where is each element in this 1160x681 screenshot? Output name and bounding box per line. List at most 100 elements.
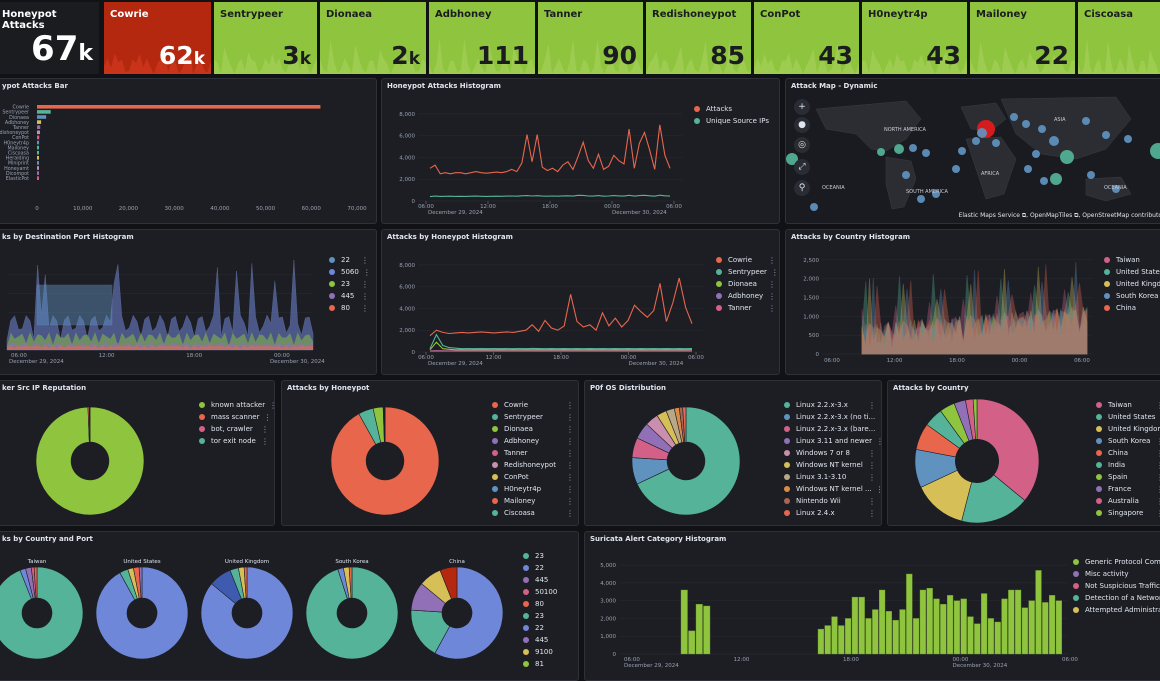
legend-menu-icon[interactable]: ⋮: [357, 292, 369, 301]
legend-menu-icon[interactable]: ⋮: [259, 413, 271, 422]
legend-item[interactable]: Detection of a Network ...: [1073, 592, 1160, 604]
legend-menu-icon[interactable]: ⋮: [872, 485, 882, 494]
legend-menu-icon[interactable]: ⋮: [562, 401, 574, 410]
legend-menu-icon[interactable]: ⋮: [864, 473, 876, 482]
legend-menu-icon[interactable]: ⋮: [562, 425, 574, 434]
map-attribution[interactable]: Elastic Maps Service ⧉, OpenMapTiles ⧉, …: [959, 212, 1160, 220]
legend-item[interactable]: Windows NT kernel⋮: [784, 459, 876, 471]
legend-item[interactable]: Cowrie⋮: [716, 254, 776, 266]
legend-menu-icon[interactable]: ⋮: [872, 437, 882, 446]
legend-item[interactable]: mass scanner⋮: [199, 411, 269, 423]
legend-item[interactable]: 81: [523, 658, 573, 670]
fit-bounds-button[interactable]: ⤢: [794, 159, 810, 175]
attack-map[interactable]: [786, 79, 1160, 224]
legend-item[interactable]: Redishoneypot⋮: [492, 459, 574, 471]
legend-item[interactable]: H0neytr4p⋮: [492, 483, 574, 495]
legend-item[interactable]: 50100: [523, 586, 573, 598]
zoom-in-button[interactable]: +: [794, 99, 810, 115]
legend-menu-icon[interactable]: ⋮: [864, 461, 876, 470]
legend-menu-icon[interactable]: ⋮: [1152, 485, 1160, 494]
legend-item[interactable]: 5060⋮: [329, 266, 369, 278]
legend-menu-icon[interactable]: ⋮: [257, 425, 269, 434]
tile-ciscoasa[interactable]: Ciscoasa: [1078, 2, 1160, 74]
legend-item[interactable]: Dionaea⋮: [492, 423, 574, 435]
legend-menu-icon[interactable]: ⋮: [1152, 497, 1160, 506]
legend-menu-icon[interactable]: ⋮: [357, 256, 369, 265]
legend-item[interactable]: Linux 2.2.x-3.x (bare...⋮: [784, 423, 876, 435]
legend-item[interactable]: ConPot⋮: [492, 471, 574, 483]
legend-menu-icon[interactable]: ⋮: [875, 425, 882, 434]
legend-item[interactable]: Windows NT kernel ...⋮: [784, 483, 876, 495]
legend-item[interactable]: Misc activity: [1073, 568, 1160, 580]
legend-item[interactable]: 22: [523, 622, 573, 634]
legend-menu-icon[interactable]: ⋮: [562, 449, 574, 458]
legend-menu-icon[interactable]: ⋮: [767, 268, 779, 277]
legend-menu-icon[interactable]: ⋮: [562, 461, 574, 470]
legend-item[interactable]: Linux 2.2.x-3.x⋮: [784, 399, 876, 411]
legend-menu-icon[interactable]: ⋮: [357, 280, 369, 289]
legend-menu-icon[interactable]: ⋮: [864, 509, 876, 518]
legend-item[interactable]: Tanner⋮: [492, 447, 574, 459]
total-attacks-tile[interactable]: Honeypot Attacks 67k: [0, 2, 99, 74]
legend-item[interactable]: Linux 2.4.x⋮: [784, 507, 876, 519]
legend-item[interactable]: Adbhoney⋮: [716, 290, 776, 302]
legend-item[interactable]: China⋮: [1096, 447, 1160, 459]
legend-item[interactable]: United States⋮: [1096, 411, 1160, 423]
legend-item[interactable]: Ciscoasa⋮: [492, 507, 574, 519]
legend-item[interactable]: India⋮: [1096, 459, 1160, 471]
legend-menu-icon[interactable]: ⋮: [1152, 461, 1160, 470]
legend-menu-icon[interactable]: ⋮: [1152, 449, 1160, 458]
zoom-out-button[interactable]: ●: [794, 117, 810, 133]
legend-menu-icon[interactable]: ⋮: [562, 509, 574, 518]
legend-item[interactable]: bot, crawler⋮: [199, 423, 269, 435]
legend-item[interactable]: Cowrie⋮: [492, 399, 574, 411]
legend-item[interactable]: 80⋮: [329, 302, 369, 314]
legend-menu-icon[interactable]: ⋮: [1152, 473, 1160, 482]
legend-item[interactable]: 23: [523, 610, 573, 622]
legend-item[interactable]: 80: [523, 598, 573, 610]
legend-menu-icon[interactable]: ⋮: [1152, 437, 1160, 446]
legend-item[interactable]: Nintendo Wii⋮: [784, 495, 876, 507]
legend-item[interactable]: United Kingdom⋮: [1096, 423, 1160, 435]
legend-item[interactable]: France⋮: [1096, 483, 1160, 495]
legend-menu-icon[interactable]: ⋮: [257, 437, 269, 446]
legend-item[interactable]: known attacker⋮: [199, 399, 269, 411]
legend-item[interactable]: Singapore⋮: [1096, 507, 1160, 519]
legend-item[interactable]: Dionaea⋮: [716, 278, 776, 290]
legend-item[interactable]: 445⋮: [329, 290, 369, 302]
legend-menu-icon[interactable]: ⋮: [864, 401, 876, 410]
legend-item[interactable]: Attempted Administrato...: [1073, 604, 1160, 616]
legend-item[interactable]: Taiwan: [1104, 254, 1160, 266]
legend-item[interactable]: Linux 3.11 and newer⋮: [784, 435, 876, 447]
legend-item[interactable]: 22: [523, 562, 573, 574]
legend-item[interactable]: tor exit node⋮: [199, 435, 269, 447]
legend-item[interactable]: China: [1104, 302, 1160, 314]
legend-menu-icon[interactable]: ⋮: [562, 485, 574, 494]
legend-menu-icon[interactable]: ⋮: [562, 473, 574, 482]
legend-menu-icon[interactable]: ⋮: [864, 497, 876, 506]
legend-item[interactable]: Linux 2.2.x-3.x (no ti...⋮: [784, 411, 876, 423]
legend-item[interactable]: Windows 7 or 8⋮: [784, 447, 876, 459]
legend-item[interactable]: Sentrypeer⋮: [492, 411, 574, 423]
legend-item[interactable]: Unique Source IPs: [694, 115, 778, 127]
legend-menu-icon[interactable]: ⋮: [562, 497, 574, 506]
legend-item[interactable]: Not Suspicious Traffic: [1073, 580, 1160, 592]
legend-item[interactable]: Attacks: [694, 103, 778, 115]
legend-item[interactable]: Tanner⋮: [716, 302, 776, 314]
legend-menu-icon[interactable]: ⋮: [1152, 509, 1160, 518]
legend-menu-icon[interactable]: ⋮: [764, 292, 776, 301]
legend-menu-icon[interactable]: ⋮: [265, 401, 275, 410]
legend-item[interactable]: United Kingdom: [1104, 278, 1160, 290]
legend-item[interactable]: Mailoney⋮: [492, 495, 574, 507]
legend-item[interactable]: United States: [1104, 266, 1160, 278]
legend-item[interactable]: 22⋮: [329, 254, 369, 266]
legend-menu-icon[interactable]: ⋮: [562, 437, 574, 446]
legend-item[interactable]: Australia⋮: [1096, 495, 1160, 507]
